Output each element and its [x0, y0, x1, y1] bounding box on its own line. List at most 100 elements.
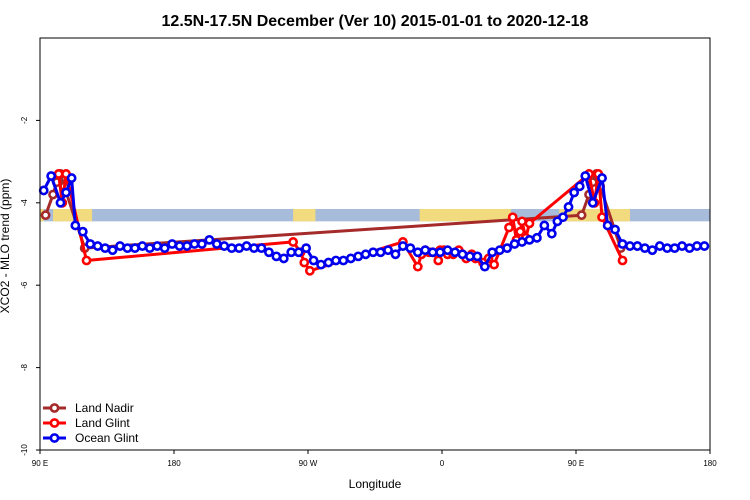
data-point-ocean-glint	[625, 241, 635, 251]
data-point-ocean-glint	[524, 234, 535, 245]
data-point-ocean-glint	[435, 247, 446, 258]
data-point-ocean-glint	[211, 239, 222, 249]
data-point-ocean-glint	[159, 243, 170, 254]
data-point-ocean-glint	[174, 241, 185, 251]
y-tick-label: -4	[20, 199, 29, 207]
data-point-ocean-glint	[46, 171, 57, 181]
data-point-land-glint	[304, 265, 315, 276]
data-point-ocean-glint	[427, 247, 438, 258]
data-point-land-glint	[81, 255, 92, 266]
data-point-ocean-glint	[85, 239, 96, 249]
data-point-ocean-glint	[122, 243, 133, 254]
y-axis-label: XCO2 - MLO trend (ppm)	[0, 179, 12, 314]
data-point-ocean-glint	[77, 226, 88, 237]
data-point-ocean-glint	[639, 243, 650, 254]
legend-label: Land Nadir	[75, 401, 134, 415]
y-tick-label: -6	[20, 281, 29, 289]
data-point-ocean-glint	[647, 245, 658, 256]
data-point-ocean-glint	[264, 247, 274, 258]
data-point-ocean-glint	[301, 243, 312, 254]
data-point-land-glint	[507, 212, 518, 223]
data-point-ocean-glint	[390, 249, 401, 260]
y-tick-label: -10	[20, 444, 29, 456]
legend-item-ocean-glint: Ocean Glint	[43, 431, 139, 445]
legend-swatch-marker	[49, 433, 60, 443]
data-point-ocean-glint	[539, 220, 550, 231]
data-point-ocean-glint	[189, 239, 200, 249]
legend-label: Ocean Glint	[75, 431, 139, 445]
data-point-ocean-glint	[563, 202, 574, 212]
plot-frame	[39, 37, 711, 451]
data-point-ocean-glint	[546, 228, 557, 239]
data-point-ocean-glint	[580, 171, 591, 181]
data-point-ocean-glint	[167, 239, 178, 249]
data-point-ocean-glint	[137, 241, 148, 251]
y-axis: -2 -4 -6 -8 -10	[20, 116, 40, 456]
data-point-ocean-glint	[587, 197, 598, 208]
data-point-ocean-glint	[234, 243, 245, 254]
data-point-ocean-glint	[249, 243, 259, 254]
y-tick-label: -8	[20, 363, 29, 371]
data-point-ocean-glint	[450, 247, 460, 258]
data-point-land-glint	[524, 218, 535, 229]
data-point-ocean-glint	[271, 251, 282, 262]
legend-label: Land Glint	[75, 416, 130, 430]
data-point-ocean-glint	[107, 245, 118, 256]
data-point-ocean-glint	[360, 249, 371, 260]
x-axis: 90 E 180 90 W 0 90 E 180	[32, 450, 717, 468]
y-tick-label: -2	[20, 116, 29, 124]
data-point-ocean-glint	[353, 251, 364, 262]
data-point-ocean-glint	[699, 241, 710, 251]
data-point-land-glint	[53, 169, 64, 179]
data-point-ocean-glint	[412, 247, 423, 258]
data-point-ocean-glint	[558, 212, 568, 223]
chart-title: 12.5N-17.5N December (Ver 10) 2015-01-01…	[162, 13, 589, 30]
data-point-ocean-glint	[654, 241, 665, 251]
data-point-ocean-glint	[316, 259, 326, 270]
series-ocean-glint	[38, 171, 710, 272]
series-group	[38, 169, 710, 276]
data-point-ocean-glint	[375, 247, 386, 258]
data-point-ocean-glint	[204, 234, 215, 245]
data-point-ocean-glint	[197, 239, 207, 249]
data-point-land-glint	[412, 261, 423, 272]
data-point-ocean-glint	[226, 243, 237, 254]
data-point-ocean-glint	[517, 237, 527, 247]
x-tick-label: 90 W	[299, 459, 318, 468]
data-point-ocean-glint	[569, 187, 580, 198]
data-point-ocean-glint	[487, 247, 498, 258]
data-point-ocean-glint	[308, 255, 319, 266]
data-point-ocean-glint	[383, 245, 393, 256]
land-band	[293, 208, 316, 222]
x-tick-label: 0	[440, 459, 445, 468]
data-point-ocean-glint	[405, 243, 416, 254]
x-tick-label: 90 E	[568, 459, 584, 468]
data-point-ocean-glint	[92, 241, 103, 251]
data-point-ocean-glint	[574, 181, 585, 192]
data-point-ocean-glint	[331, 255, 341, 266]
data-point-ocean-glint	[278, 253, 289, 264]
data-point-land-glint	[299, 257, 310, 268]
data-point-land-glint	[617, 255, 628, 266]
data-point-land-glint	[504, 222, 514, 233]
data-point-ocean-glint	[130, 243, 140, 254]
data-point-ocean-glint	[617, 239, 628, 249]
data-point-ocean-glint	[293, 247, 304, 258]
legend-item-land-nadir: Land Nadir	[43, 401, 134, 415]
x-tick-label: 180	[703, 459, 717, 468]
data-point-ocean-glint	[338, 255, 349, 266]
data-point-ocean-glint	[442, 245, 453, 256]
data-point-ocean-glint	[398, 241, 408, 251]
data-point-ocean-glint	[502, 243, 513, 254]
data-point-ocean-glint	[182, 241, 192, 251]
data-point-ocean-glint	[241, 241, 252, 251]
data-point-ocean-glint	[602, 220, 613, 231]
data-point-land-nadir	[576, 210, 587, 221]
data-point-ocean-glint	[494, 245, 505, 256]
data-point-ocean-glint	[61, 187, 71, 198]
data-point-ocean-glint	[152, 241, 163, 251]
data-point-ocean-glint	[677, 241, 687, 251]
data-point-ocean-glint	[465, 251, 475, 262]
